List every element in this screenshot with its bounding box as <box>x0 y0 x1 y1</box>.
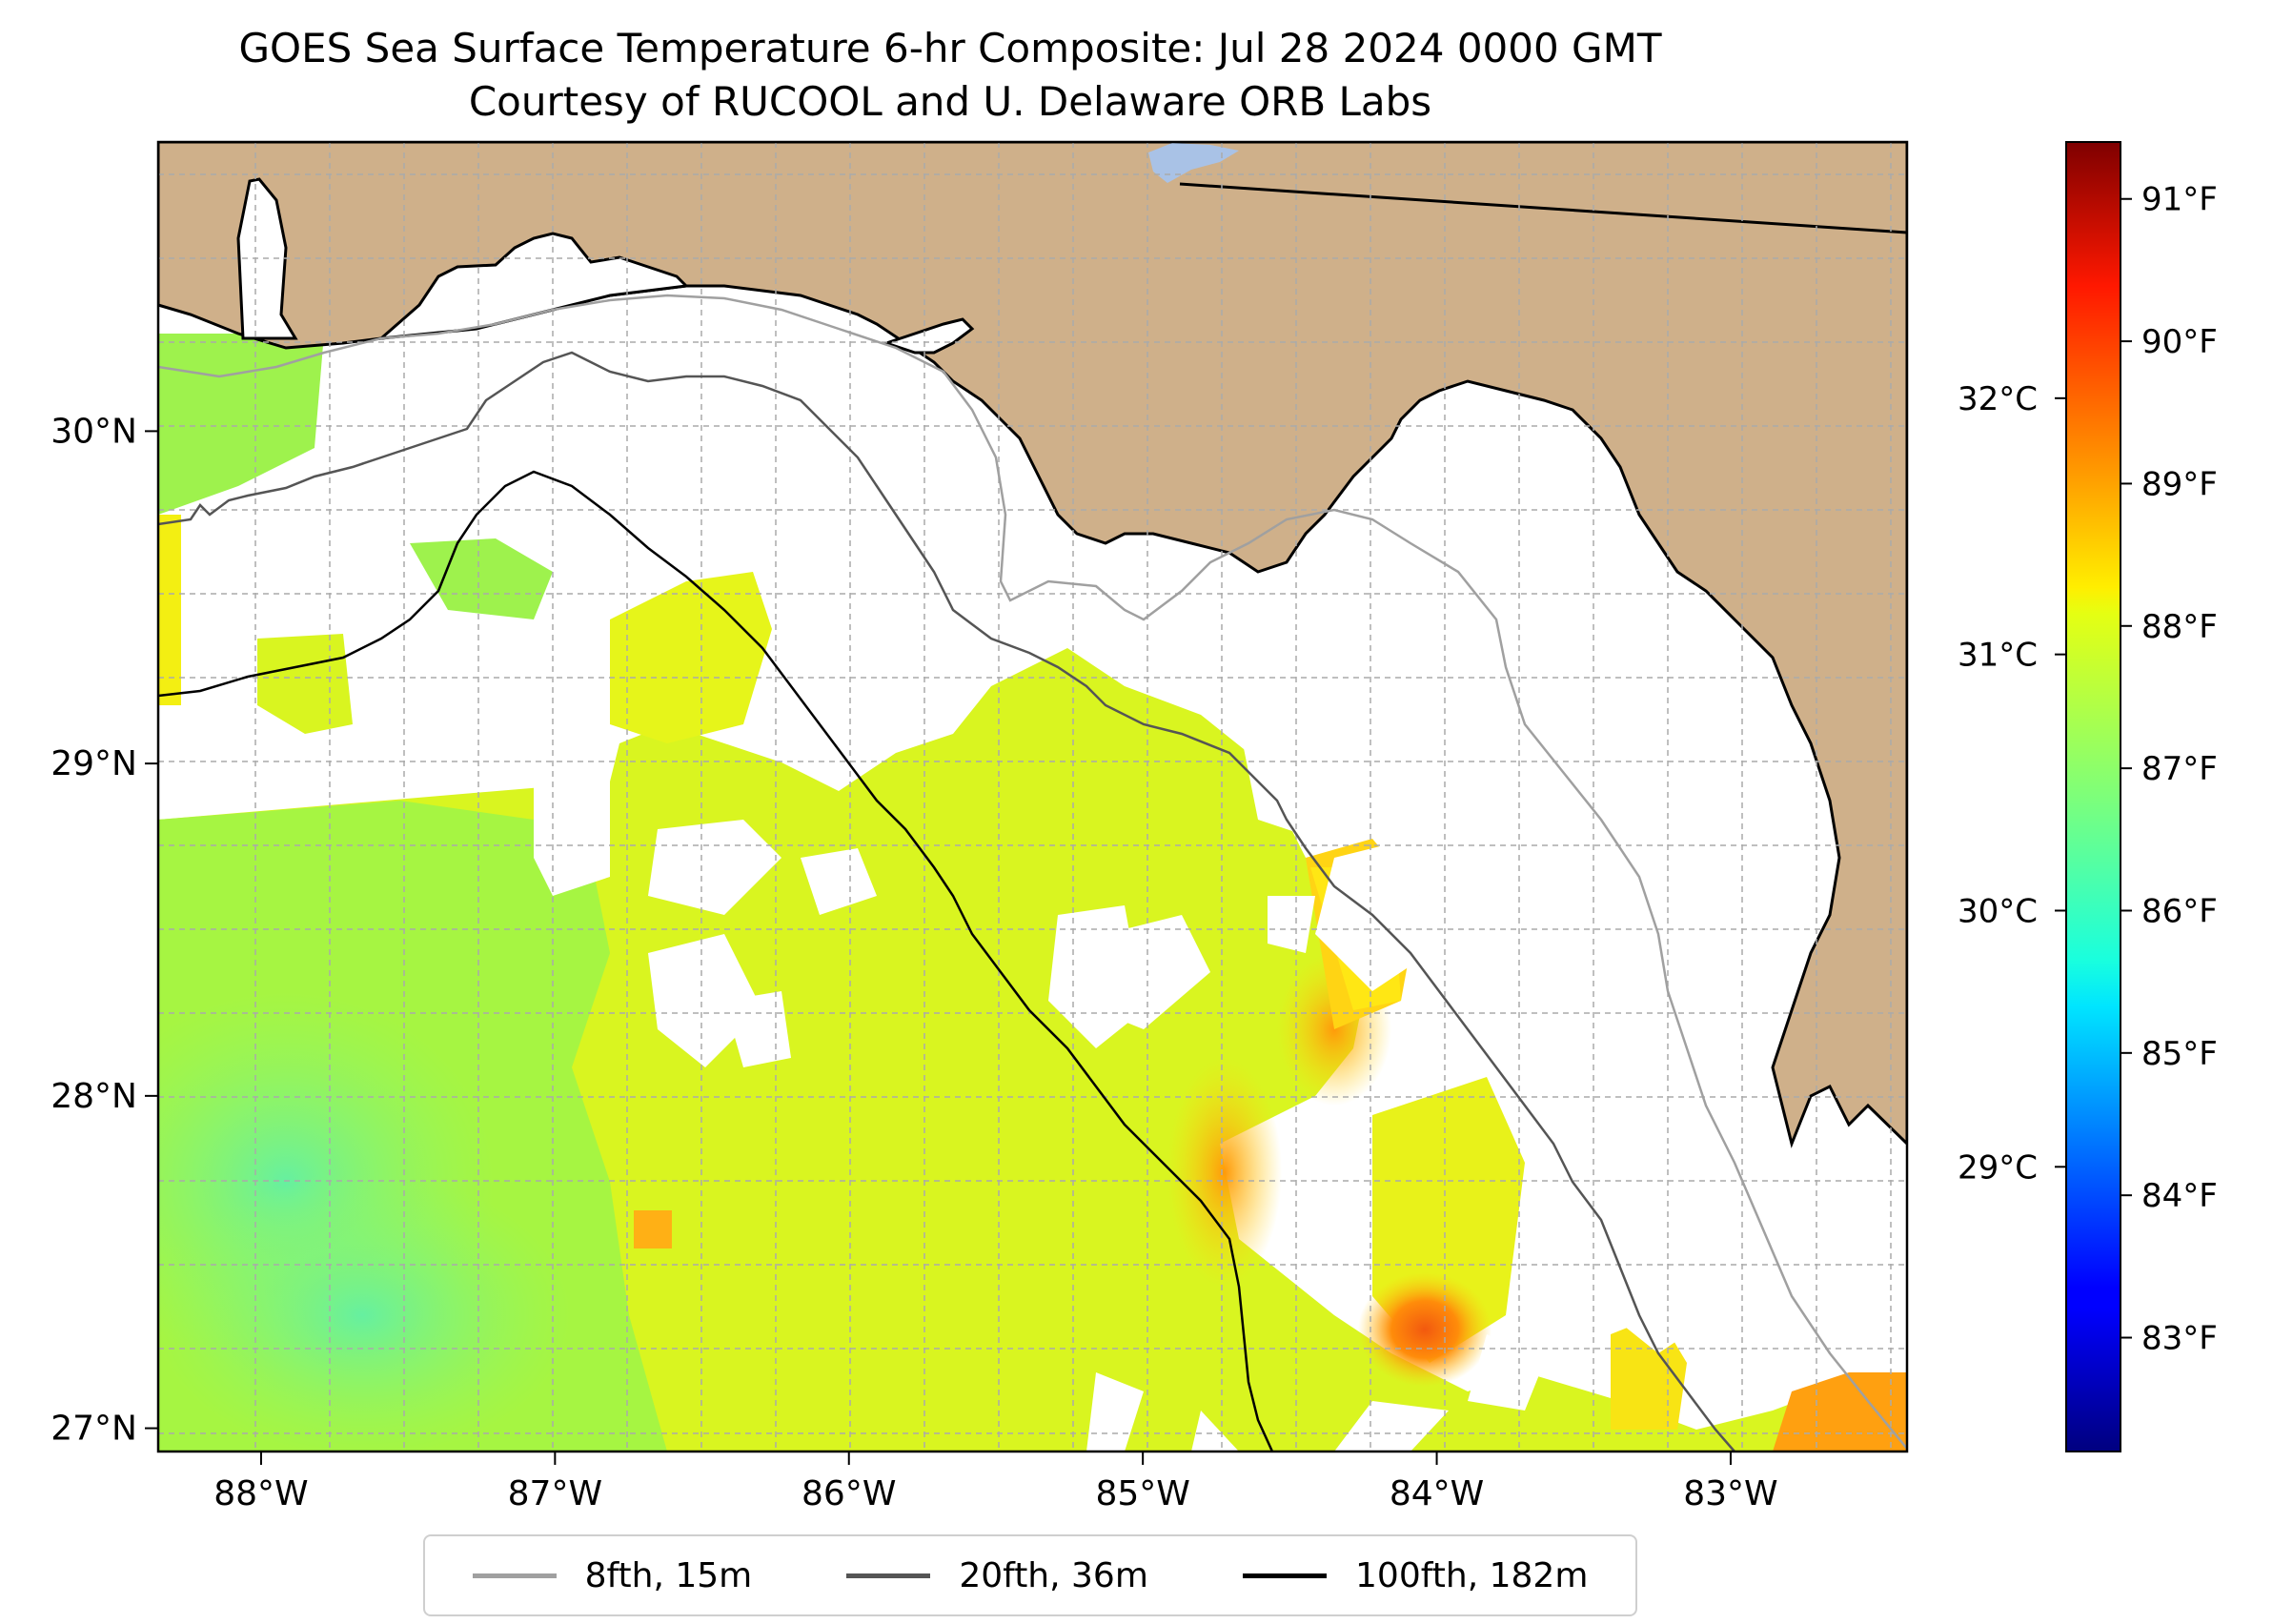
colorbar-f-label: 90°F <box>2141 323 2218 361</box>
legend-swatch-20fth <box>846 1573 931 1578</box>
lat-tick-label: 28°N <box>51 1077 137 1116</box>
gridlines <box>158 142 1907 1451</box>
map-area <box>158 142 1907 1451</box>
isobath-100fth <box>158 470 1274 1451</box>
lon-tick-label: 87°W <box>508 1474 602 1513</box>
lat-tick-label: 30°N <box>51 412 137 451</box>
lon-tick-label: 84°W <box>1390 1474 1484 1513</box>
legend-label-20fth: 20fth, 36m <box>959 1555 1148 1595</box>
colorbar-c-label: 32°C <box>1958 380 2038 418</box>
colorbar-c-label: 29°C <box>1958 1148 2038 1187</box>
lon-tick-label: 83°W <box>1683 1474 1777 1513</box>
lat-tick-label: 29°N <box>51 744 137 783</box>
colorbar-f-label: 87°F <box>2141 750 2218 788</box>
colorbar-f-label: 85°F <box>2141 1035 2218 1073</box>
lon-tick-label: 85°W <box>1095 1474 1189 1513</box>
isobath-legend: 8fth, 15m 20fth, 36m 100fth, 182m <box>423 1534 1637 1616</box>
colorbar: 83°F 84°F 85°F 86°F 87°F 88°F 89°F 90°F 91°F 29°C… <box>1958 141 2218 1452</box>
lon-tick-label: 88°W <box>213 1474 308 1513</box>
colorbar-c-label: 30°C <box>1958 892 2038 930</box>
axis-ticks: 88°W 87°W 86°W 85°W 84°W 83°W 27°N 28°N 29°N 30°N <box>51 412 1777 1513</box>
colorbar-f-label: 83°F <box>2141 1320 2218 1358</box>
colorbar-f-label: 86°F <box>2141 892 2218 930</box>
colorbar-f-label: 84°F <box>2141 1177 2218 1215</box>
no-data-areas <box>534 724 1744 1451</box>
colorbar-f-label: 89°F <box>2141 465 2218 503</box>
legend-item-20fth: 20fth, 36m <box>846 1556 1148 1595</box>
legend-item-8fth: 8fth, 15m <box>472 1555 753 1595</box>
lon-tick-label: 86°W <box>802 1474 896 1513</box>
map-frame <box>156 140 1909 1453</box>
legend-label-8fth: 8fth, 15m <box>584 1555 753 1595</box>
map-title: GOES Sea Surface Temperature 6-hr Compos… <box>238 25 1662 71</box>
colorbar-f-label: 91°F <box>2141 181 2218 219</box>
state-border <box>1179 182 1907 234</box>
bay-inlet <box>376 232 690 340</box>
lake <box>1148 143 1239 183</box>
isobath-8fth <box>158 294 1907 1450</box>
legend-swatch-100fth <box>1243 1573 1328 1578</box>
colorbar-f-label: 88°F <box>2141 608 2218 646</box>
map-subtitle: Courtesy of RUCOOL and U. Delaware ORB L… <box>468 78 1432 125</box>
legend-swatch-8fth <box>472 1573 557 1578</box>
legend-label-100fth: 100fth, 182m <box>1355 1555 1589 1595</box>
lat-tick-label: 27°N <box>51 1410 137 1449</box>
legend-item-100fth: 100fth, 182m <box>1243 1556 1588 1595</box>
isobath-20fth <box>158 351 1735 1451</box>
colorbar-c-label: 31°C <box>1958 637 2038 675</box>
bay-inlet <box>882 317 975 355</box>
